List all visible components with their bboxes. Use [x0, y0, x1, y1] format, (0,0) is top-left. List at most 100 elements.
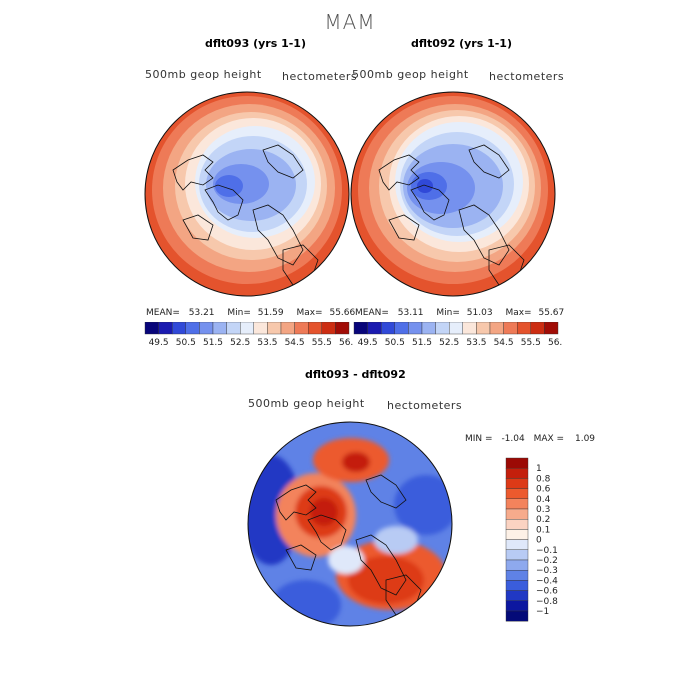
- map3-neutral-area: [374, 526, 418, 554]
- panel-1-colorbar-swatch: [226, 322, 241, 335]
- map3-positive-area: [342, 452, 370, 472]
- panel-1-colorbar-swatch: [239, 322, 254, 335]
- panel-2-colorbar-swatch: [367, 322, 382, 335]
- panel-1-colorbar-swatch: [335, 322, 350, 335]
- panel-1-colorbar-swatch: [212, 322, 227, 335]
- panel-1-colorbar-tick: 55.5: [312, 338, 332, 348]
- panel-2-title: dflt092 (yrs 1-1): [411, 37, 512, 50]
- panel-3-max-label: MAX =: [533, 434, 565, 444]
- panel-2-colorbar-swatch: [435, 322, 450, 335]
- panel-3-min-label: MIN =: [465, 434, 493, 444]
- map3-negative-area: [271, 580, 341, 626]
- panel-3-max: 1.09: [574, 434, 596, 444]
- map3-negative-area: [394, 475, 452, 535]
- panel-2-colorbar-swatch: [408, 322, 423, 335]
- panel-1-units: hectometers: [282, 70, 358, 83]
- panel-2-colorbar-swatch: [448, 322, 463, 335]
- panel-1-mean-label: MEAN=: [146, 308, 180, 318]
- panel-3-colorbar-swatch: [505, 467, 529, 479]
- panel-3-colorbar-swatch: [505, 569, 529, 581]
- panel-3-colorbar-tick: −1: [536, 607, 549, 617]
- panel-3-colorbar-swatch: [505, 478, 529, 489]
- panel-2-min: 51.03: [466, 308, 493, 318]
- panel-2-colorbar-tick: 52.5: [439, 338, 459, 348]
- panel-2-colorbar-swatch: [476, 322, 491, 335]
- panel-2-units: hectometers: [489, 70, 565, 83]
- panel-3-colorbar-tick: 0.6: [536, 485, 551, 495]
- panel-3-colorbar-tick: −0.2: [536, 556, 558, 566]
- panel-2-max-label: Max=: [505, 308, 532, 318]
- panel-1-colorbar-tick: 53.5: [257, 338, 277, 348]
- panel-3-colorbar-tick: −0.1: [536, 546, 558, 556]
- panel-2-colorbar-tick: 50.5: [385, 338, 405, 348]
- panel-1-mean: 53.21: [188, 308, 215, 318]
- panel-3-colorbar-swatch: [505, 508, 529, 520]
- panel-3-colorbar-tick: 0.1: [536, 525, 550, 535]
- panel-2-colorbar-swatch: [421, 322, 436, 335]
- panel-1-max: 55.66: [329, 308, 356, 318]
- panel-1-colorbar-tick: 49.5: [149, 338, 169, 348]
- panel-3-units: hectometers: [387, 399, 463, 412]
- panel-3-colorbar-swatch: [505, 529, 529, 540]
- panel-3-colorbar-tick: 0: [536, 536, 542, 546]
- panel-2-mean-label: MEAN=: [355, 308, 389, 318]
- map3-border: [247, 421, 453, 627]
- panel-1-colorbar: 49.5 50.5 51.5 52.5 53.5 54.5 55.5 56.5: [144, 322, 353, 348]
- panel-2-colorbar-swatch: [530, 322, 545, 335]
- panel-3-colorbar-tick: 0.4: [536, 495, 551, 505]
- panel-1-colorbar-swatch: [321, 322, 336, 335]
- panel-2-colorbar-swatch: [516, 322, 531, 335]
- panel-2-map: [350, 91, 556, 297]
- panel-2-colorbar-tick: 55.5: [521, 338, 541, 348]
- panel-3-colorbar-swatch: [505, 590, 529, 602]
- panel-1-min: 51.59: [257, 308, 284, 318]
- page-title: MAM: [324, 10, 376, 34]
- panel-3-colorbar-swatch: [505, 600, 529, 612]
- panel-1-colorbar-swatch: [267, 322, 282, 335]
- panel-1-colorbar-swatch: [144, 322, 159, 335]
- panel-3-colorbar-tick: −0.3: [536, 566, 558, 576]
- panel-3-colorbar-swatch: [505, 549, 529, 561]
- panel-3-colorbar-swatch: [505, 519, 529, 530]
- panel-2-colorbar-swatch: [489, 322, 504, 335]
- panel-2-max: 55.67: [538, 308, 565, 318]
- panel-1-map: [144, 91, 350, 297]
- panel-2-colorbar-tick: 56.5: [548, 338, 562, 348]
- map1-band: [215, 175, 243, 197]
- panel-1-colorbar-swatch: [172, 322, 187, 335]
- panel-3-colorbar-tick: 0.2: [536, 515, 550, 525]
- panel-2-colorbar-swatch: [544, 322, 559, 335]
- panel-1-colorbar-tick: 52.5: [230, 338, 250, 348]
- panel-2-colorbar-tick: 51.5: [412, 338, 432, 348]
- panel-3-colorbar-swatch: [505, 539, 529, 550]
- panel-1-colorbar-swatch: [280, 322, 295, 335]
- panel-2-colorbar-swatch: [353, 322, 368, 335]
- panel-1-colorbar-tick: 56.5: [339, 338, 353, 348]
- panel-1-colorbar-tick: 54.5: [285, 338, 305, 348]
- panel-3-colorbar: 10.80.60.40.30.20.10−0.1−0.2−0.3−0.4−0.6…: [505, 457, 558, 622]
- map3-neutral-area: [328, 546, 364, 574]
- panel-3-colorbar-swatch: [505, 580, 529, 591]
- panel-1-colorbar-swatch: [158, 322, 173, 335]
- panel-1-colorbar-swatch: [199, 322, 214, 335]
- map2-border: [350, 91, 556, 297]
- panel-1-colorbar-swatch: [185, 322, 200, 335]
- panel-1-colorbar-tick: 51.5: [203, 338, 223, 348]
- panel-2-colorbar-tick: 53.5: [466, 338, 486, 348]
- map1-border: [144, 91, 350, 297]
- panel-1-field-label: 500mb geop height: [145, 68, 262, 81]
- panel-3-colorbar-tick: 1: [536, 464, 542, 474]
- panel-2-mean: 53.11: [397, 308, 424, 318]
- panel-1-min-label: Min=: [227, 308, 251, 318]
- panel-3-colorbar-tick: −0.8: [536, 597, 558, 607]
- panel-3-colorbar-tick: −0.4: [536, 576, 558, 586]
- panel-3-colorbar-swatch: [505, 457, 529, 469]
- panel-2-colorbar: 49.5 50.5 51.5 52.5 53.5 54.5 55.5 56.5: [353, 322, 562, 348]
- panel-3-field-label: 500mb geop height: [248, 397, 365, 410]
- map1-coastlines: [172, 144, 319, 286]
- panel-3-colorbar-tick: 0.3: [536, 505, 550, 515]
- panel-1-colorbar-swatch: [294, 322, 309, 335]
- panel-1-max-label: Max=: [296, 308, 323, 318]
- panel-3-colorbar-tick: −0.6: [536, 587, 558, 597]
- panel-1-stats: MEAN= 53.21 Min= 51.59 Max= 55.66: [146, 308, 355, 318]
